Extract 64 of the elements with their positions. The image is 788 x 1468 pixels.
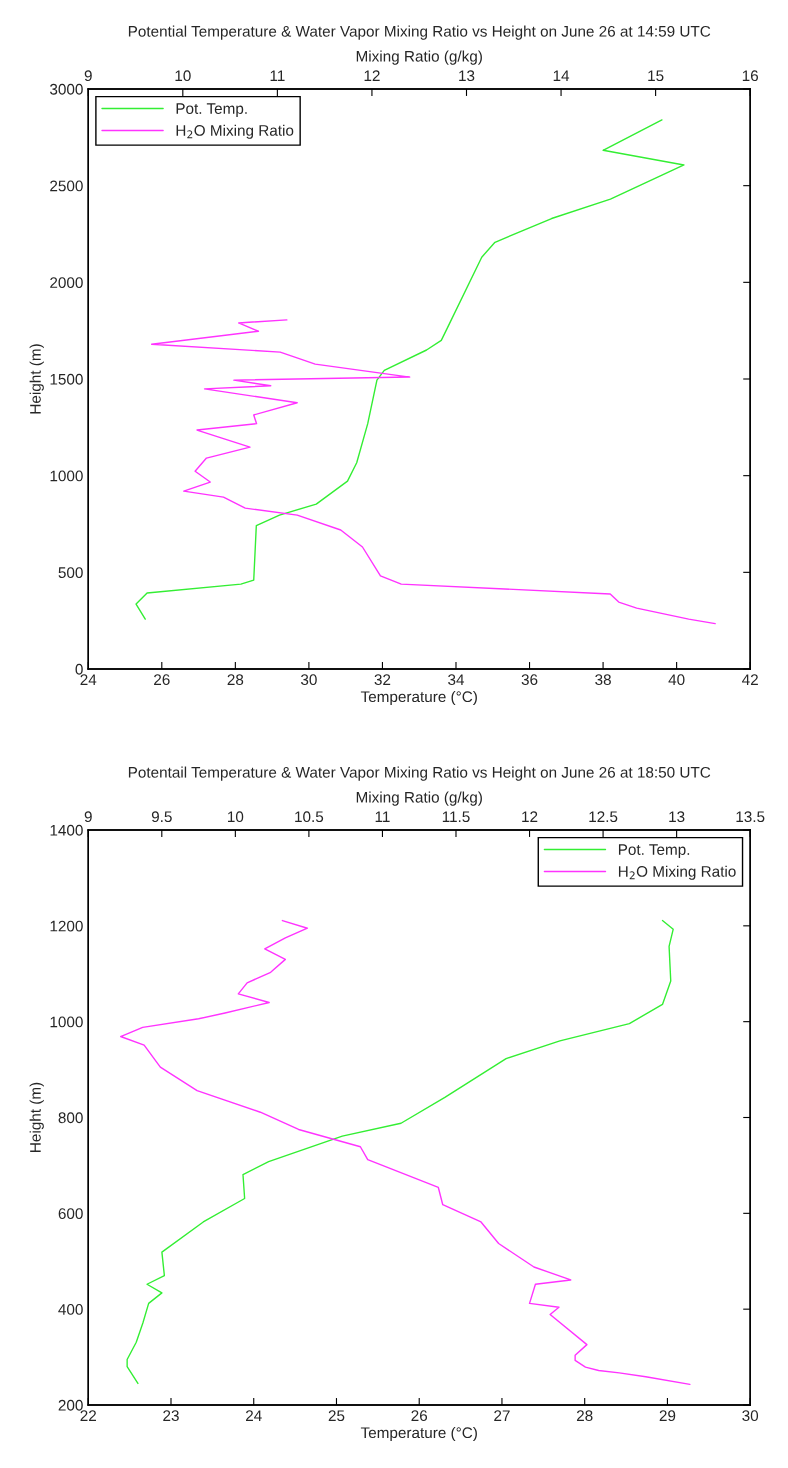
x2-axis-title: Mixing Ratio (g/kg) — [356, 791, 482, 806]
y-tick-label: 2500 — [50, 180, 83, 192]
x2-tick-label: 12 — [364, 70, 380, 81]
x-tick-label: 26 — [411, 1410, 428, 1422]
y-axis-title: Height (m) — [29, 344, 44, 414]
y-tick-label: 1400 — [50, 824, 83, 836]
x2-tick-label: 10 — [228, 811, 244, 823]
x-axis-title: Temperature (°C) — [360, 690, 477, 706]
x-tick-label: 42 — [742, 674, 758, 685]
x2-tick-label: 9 — [84, 811, 92, 823]
y-tick-label: 1500 — [50, 373, 83, 385]
x2-tick-label: 13 — [669, 811, 685, 823]
x2-tick-label: 10 — [175, 70, 191, 82]
y-tick-label: 1200 — [50, 920, 83, 932]
x2-tick-label: 10.5 — [295, 811, 324, 823]
x2-tick-label: 12.5 — [589, 811, 618, 823]
y-tick-label: 200 — [58, 1399, 83, 1411]
y-tick-label: 0 — [75, 663, 83, 675]
x-tick-label: 24 — [246, 1410, 262, 1421]
legend-label: H$_{2}$O Mixing Ratio — [176, 124, 294, 139]
x2-tick-label: 13 — [459, 70, 475, 82]
legend-label: H$_{2}$O Mixing Ratio — [618, 865, 736, 880]
x-tick-label: 34 — [448, 674, 465, 686]
y-tick-label: 800 — [58, 1112, 83, 1124]
x-tick-label: 30 — [742, 1410, 759, 1422]
x-tick-label: 28 — [576, 1410, 593, 1422]
x-tick-label: 29 — [659, 1410, 676, 1422]
x-tick-label: 36 — [521, 674, 538, 686]
legend-label: Pot. Temp. — [176, 103, 247, 117]
x-tick-label: 28 — [227, 674, 244, 686]
y-tick-label: 2000 — [50, 277, 83, 289]
x-tick-label: 26 — [154, 674, 170, 686]
x2-tick-label: 11 — [270, 70, 285, 81]
x-tick-label: 27 — [494, 1410, 510, 1421]
line-series — [135, 119, 685, 620]
x-tick-label: 22 — [80, 1410, 96, 1421]
x2-tick-label: 9.5 — [151, 811, 172, 823]
x2-tick-label: 11 — [375, 811, 390, 822]
x2-axis-title: Mixing Ratio (g/kg) — [356, 50, 482, 65]
x2-tick-label: 11.5 — [442, 811, 470, 823]
y-tick-label: 500 — [58, 567, 83, 579]
x2-tick-label: 14 — [553, 70, 570, 81]
chart-title: Potentail Temperature & Water Vapor Mixing Ratio vs Height on June 26 at 18:50 UTC — [128, 766, 711, 781]
y-tick-label: 600 — [58, 1208, 83, 1220]
y-tick-label: 1000 — [50, 1016, 83, 1028]
x2-tick-label: 9 — [84, 70, 92, 82]
y-axis-title: Height (m) — [29, 1082, 44, 1152]
x-tick-label: 24 — [80, 674, 97, 685]
x2-tick-label: 13.5 — [736, 811, 765, 823]
x-tick-label: 32 — [374, 674, 391, 686]
x-tick-label: 23 — [163, 1410, 179, 1422]
x2-tick-label: 15 — [648, 70, 664, 82]
x-tick-label: 30 — [300, 674, 317, 686]
x-tick-label: 38 — [595, 674, 611, 686]
y-tick-label: 400 — [58, 1304, 83, 1315]
y-tick-label: 1000 — [50, 470, 83, 482]
x2-tick-label: 12 — [522, 811, 538, 822]
legend-label: Pot. Temp. — [618, 844, 690, 858]
x2-tick-label: 16 — [742, 70, 758, 82]
chart-title: Potential Temperature & Water Vapor Mixing Ratio vs Height on June 26 at 14:59 UTC — [128, 25, 711, 40]
x-tick-label: 40 — [668, 674, 685, 686]
x-tick-label: 25 — [328, 1410, 345, 1422]
x-axis-title: Temperature (°C) — [360, 1426, 477, 1442]
y-tick-label: 3000 — [49, 83, 83, 95]
